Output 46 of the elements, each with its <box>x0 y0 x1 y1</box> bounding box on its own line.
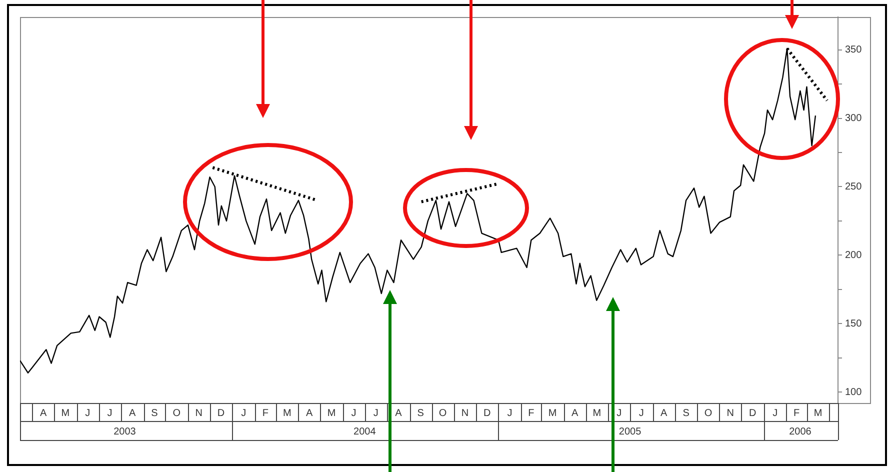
text: M <box>548 408 557 419</box>
text: A <box>395 408 402 419</box>
text: O <box>438 408 447 419</box>
x-tick-label: 2005 <box>618 426 642 438</box>
text: D <box>484 408 491 419</box>
text: J <box>507 408 512 419</box>
text: J <box>638 408 644 419</box>
text: F <box>262 408 268 419</box>
x-tick-label: 2004 <box>354 426 376 438</box>
text: J <box>373 408 378 419</box>
text: J <box>772 408 778 419</box>
text: J <box>241 408 246 419</box>
text: M <box>592 408 602 419</box>
text: M <box>327 408 336 419</box>
text: A <box>660 408 668 419</box>
text: A <box>129 408 136 419</box>
text: O <box>172 408 181 419</box>
text: M <box>61 408 70 419</box>
text: F <box>528 408 534 419</box>
text: M <box>283 408 292 419</box>
text: S <box>682 408 690 419</box>
text: A <box>306 408 314 419</box>
y-tick-label: 150 <box>845 318 862 330</box>
text: M <box>814 408 822 419</box>
text: N <box>461 408 469 419</box>
x-tick-label: 2003 <box>114 426 136 438</box>
text: S <box>417 408 424 419</box>
text: O <box>704 408 712 419</box>
text: J <box>107 408 112 419</box>
text: J <box>85 408 90 419</box>
text: S <box>151 408 158 419</box>
text: F <box>794 408 800 419</box>
text: J <box>351 408 356 419</box>
text: J <box>616 408 622 419</box>
y-tick-label: 350 <box>845 44 862 56</box>
text: D <box>748 408 756 419</box>
text: D <box>217 408 225 419</box>
text: A <box>571 408 578 419</box>
text: A <box>40 408 47 419</box>
y-tick-label: 250 <box>845 181 862 192</box>
text: N <box>195 408 202 419</box>
text: N <box>726 408 734 419</box>
y-tick-label: 100 <box>845 386 862 398</box>
y-tick-label: 200 <box>845 250 862 261</box>
x-tick-label: 2006 <box>789 426 812 438</box>
y-tick-label: 300 <box>845 113 862 124</box>
